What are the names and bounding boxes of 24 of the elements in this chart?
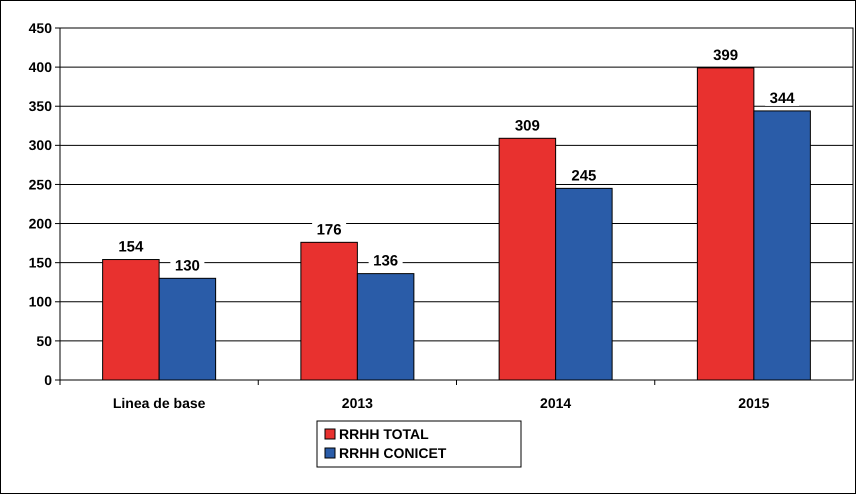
y-tick-label: 150 xyxy=(28,254,52,271)
y-tick-label: 50 xyxy=(36,332,52,349)
data-label: 154 xyxy=(118,238,144,256)
data-label: 399 xyxy=(713,46,738,64)
data-label: 309 xyxy=(514,117,540,134)
y-tick-label: 300 xyxy=(28,137,52,154)
y-tick-label: 400 xyxy=(28,59,52,76)
x-tick-label: 2015 xyxy=(738,395,770,411)
data-label: 344 xyxy=(770,90,796,107)
x-tick-label: 2014 xyxy=(540,395,572,411)
legend-label: RRHH CONICET xyxy=(339,444,447,461)
legend-label: RRHH TOTAL xyxy=(339,426,430,442)
x-tick-label: Linea de base xyxy=(112,395,206,411)
y-tick-label: 250 xyxy=(28,176,52,192)
data-label: 136 xyxy=(373,252,398,270)
y-tick-label: 100 xyxy=(28,294,52,310)
y-tick-label: 350 xyxy=(28,98,52,114)
y-tick-label: 450 xyxy=(28,20,52,36)
data-label: 245 xyxy=(571,167,596,184)
y-tick-label: 0 xyxy=(44,372,52,388)
x-tick-label: 2013 xyxy=(342,395,374,411)
data-label: 176 xyxy=(316,221,342,238)
y-tick-label: 200 xyxy=(28,215,52,232)
data-label: 130 xyxy=(174,257,200,274)
